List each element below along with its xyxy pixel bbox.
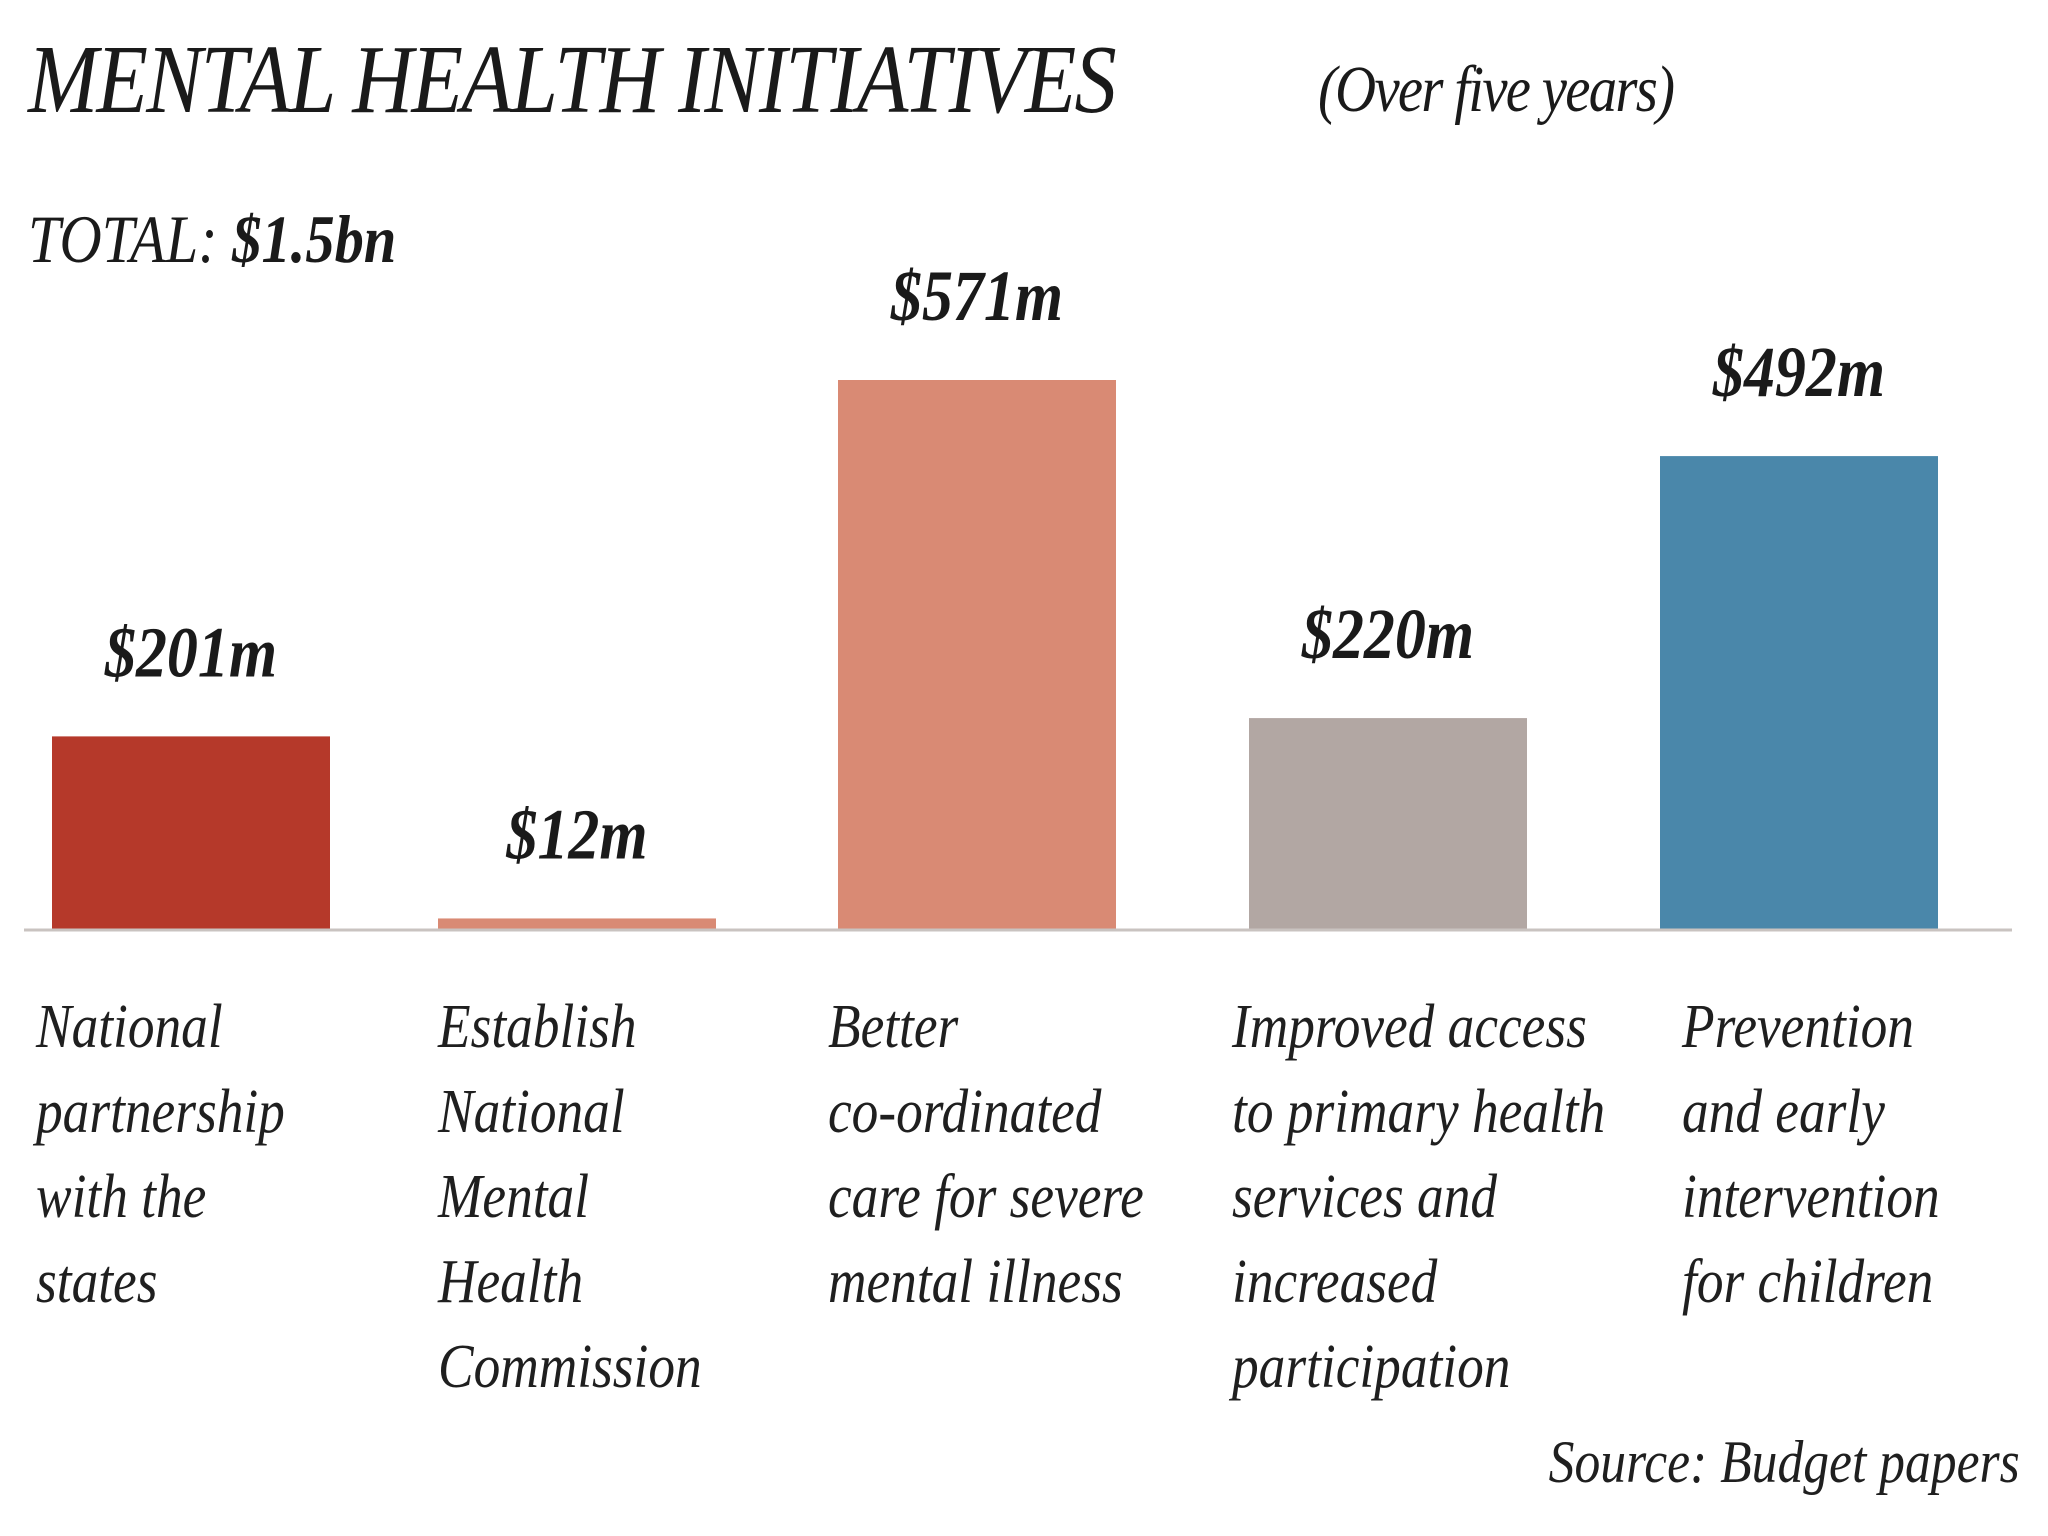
total-value: $1.5bn xyxy=(232,201,397,277)
category-label-3: Better co-ordinated care for severe ment… xyxy=(828,993,1144,1316)
value-label-5: $492m xyxy=(1712,332,1885,412)
category-label-5: Prevention and early intervention for ch… xyxy=(1682,993,1940,1316)
chart-title-main: MENTAL HEALTH INITIATIVES xyxy=(28,26,1117,134)
total-summary: TOTAL: $1.5bn xyxy=(28,200,396,279)
total-label: TOTAL: xyxy=(28,201,218,277)
value-label-2: $12m xyxy=(506,794,648,874)
bar-3 xyxy=(838,380,1116,930)
value-label-3: $571m xyxy=(890,256,1063,336)
category-label-2: Establish National Mental Health Commiss… xyxy=(438,993,702,1401)
bar-group xyxy=(52,380,1938,930)
category-label-1: National partnership with the states xyxy=(36,993,285,1316)
source-note: Source: Budget papers xyxy=(1549,1429,2020,1495)
value-label-1: $201m xyxy=(104,612,277,692)
chart-subtitle: (Over five years) xyxy=(1318,53,1675,126)
bar-1 xyxy=(52,736,330,930)
bar-5 xyxy=(1660,456,1938,930)
value-label-group: $201m $12m $571m $220m $492m xyxy=(104,256,1885,875)
chart-title: MENTAL HEALTH INITIATIVES (Over five yea… xyxy=(28,24,1675,136)
bar-4 xyxy=(1249,718,1527,930)
value-label-4: $220m xyxy=(1301,594,1474,674)
bar-2 xyxy=(438,918,716,930)
category-label-4: Improved access to primary health servic… xyxy=(1232,993,1606,1401)
